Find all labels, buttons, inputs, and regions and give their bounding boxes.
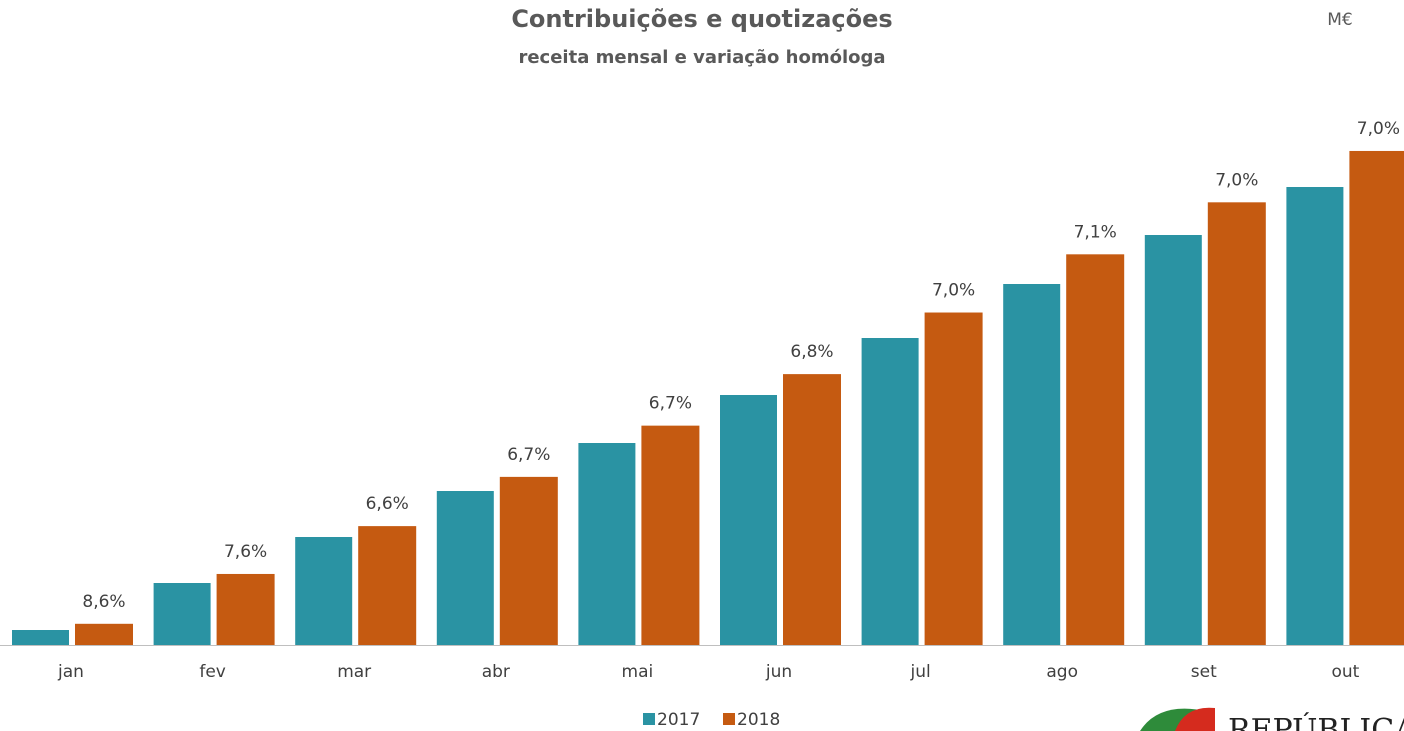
bar [720,395,777,645]
x-tick-label: abr [482,662,510,682]
x-tick-label: out [1331,662,1359,682]
x-tick-label: mar [337,662,371,682]
x-tick-label: set [1191,662,1217,682]
bar [12,630,69,645]
variation-label: 6,7% [649,394,692,414]
variation-label: 7,0% [932,281,975,301]
bar [924,312,983,645]
logo-text: REPÚBLICA [1228,712,1404,731]
variation-label: 7,6% [224,542,267,562]
x-tick-label: jan [57,662,84,682]
x-tick-label: fev [199,662,226,682]
x-tick-label: ago [1046,662,1078,682]
bar [1349,150,1404,645]
legend-label: 2018 [737,710,780,730]
legend-swatch [723,713,735,725]
x-tick-label: jun [765,662,792,682]
bar [499,476,558,645]
bar [1144,235,1202,645]
logo-shape [1175,707,1215,731]
variation-label: 6,8% [790,342,833,362]
variation-label: 7,0% [1215,170,1258,190]
bar [216,573,275,645]
chart-subtitle: receita mensal e variação homóloga [518,47,885,68]
x-tick-label: mai [622,662,654,682]
bar [436,491,494,645]
variation-label: 7,1% [1074,222,1117,242]
bar [578,443,636,645]
bar [1207,202,1266,645]
x-tick-label: jul [909,662,930,682]
bar [358,526,417,645]
legend-swatch [643,713,655,725]
legend-label: 2017 [657,710,700,730]
variation-label: 6,6% [366,494,409,514]
variation-label: 8,6% [82,592,125,612]
bar [295,537,353,645]
unit-label: M€ [1327,10,1352,30]
bar [641,425,700,645]
bar [861,338,919,645]
bar [153,583,211,645]
variation-label: 7,0% [1357,119,1400,139]
bar [1003,284,1061,645]
bar [783,374,841,645]
bar [1286,187,1344,645]
bar [1066,254,1125,645]
chart-title: Contribuições e quotizações [511,5,892,33]
variation-label: 6,7% [507,445,550,465]
bar [75,623,133,645]
